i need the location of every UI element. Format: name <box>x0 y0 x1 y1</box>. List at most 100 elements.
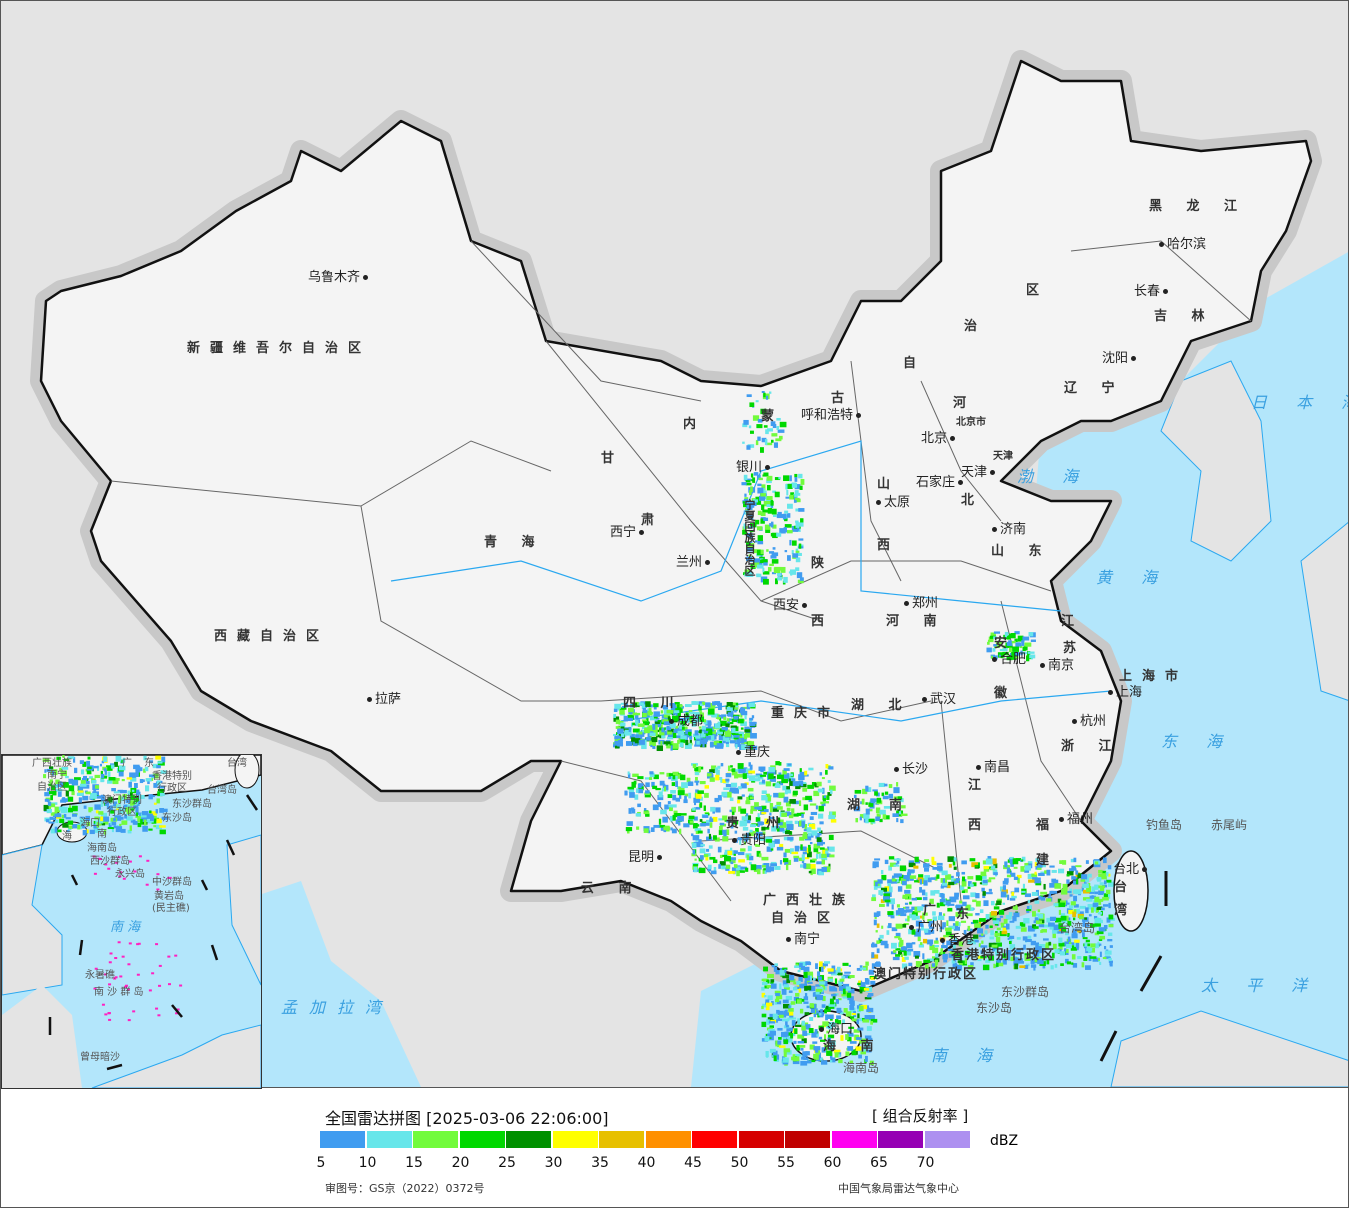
radar-echo <box>765 839 773 843</box>
radar-echo <box>1017 635 1024 642</box>
radar-echo <box>694 711 700 718</box>
province-border <box>470 240 702 402</box>
radar-echo <box>1105 889 1111 895</box>
inset-label: 澳门特别 <box>102 795 142 806</box>
radar-echo <box>658 802 662 807</box>
radar-echo <box>824 1009 827 1014</box>
radar-echo <box>1092 902 1099 908</box>
inset-radar-echo <box>66 829 70 833</box>
radar-echo <box>805 979 811 984</box>
radar-echo <box>849 1029 852 1032</box>
radar-echo <box>653 711 660 717</box>
province-label: 安 <box>994 636 1017 651</box>
radar-echo <box>795 520 799 523</box>
radar-echo <box>779 983 782 990</box>
radar-echo <box>883 893 891 899</box>
radar-echo <box>761 811 767 815</box>
radar-echo <box>810 811 818 816</box>
label-text: 渤 海 <box>1017 467 1091 486</box>
radar-echo <box>766 1019 770 1025</box>
inset-label: 自治区 <box>37 782 67 793</box>
radar-echo <box>898 937 902 940</box>
radar-echo <box>1021 856 1026 862</box>
radar-echo <box>879 818 883 823</box>
radar-echo <box>996 958 1002 963</box>
reef-marker <box>93 987 97 990</box>
radar-echo <box>685 718 689 724</box>
inset-radar-echo <box>123 804 128 810</box>
radar-echo <box>800 846 807 852</box>
radar-echo <box>828 815 836 820</box>
radar-echo <box>723 716 727 720</box>
radar-echo <box>1062 902 1070 905</box>
radar-echo <box>1022 636 1030 641</box>
radar-echo <box>614 703 621 709</box>
radar-echo <box>817 788 824 793</box>
radar-echo <box>741 816 748 821</box>
radar-echo <box>662 705 669 710</box>
reef-marker <box>113 977 117 980</box>
radar-echo <box>772 532 778 539</box>
radar-echo <box>770 848 774 851</box>
radar-echo <box>731 768 736 773</box>
radar-echo <box>1008 647 1012 653</box>
label-text: 成都 <box>677 714 704 729</box>
radar-echo <box>737 851 745 856</box>
radar-echo <box>707 864 712 870</box>
province-label: 西 <box>811 614 834 629</box>
radar-echo <box>855 1050 858 1055</box>
radar-echo <box>779 514 783 518</box>
radar-echo <box>998 654 1001 657</box>
radar-echo <box>1085 939 1090 943</box>
radar-echo <box>1022 883 1026 889</box>
radar-echo <box>776 1054 780 1060</box>
radar-echo <box>895 954 901 957</box>
inset-radar-echo <box>49 816 54 820</box>
radar-echo <box>1021 890 1026 893</box>
radar-echo <box>681 726 685 730</box>
radar-echo <box>1102 904 1109 907</box>
inset-label: (民主礁) <box>152 903 190 914</box>
radar-echo <box>851 1049 857 1056</box>
radar-echo <box>941 880 948 886</box>
radar-echo <box>834 978 838 985</box>
inset-radar-echo <box>85 815 90 821</box>
radar-echo <box>956 872 960 877</box>
radar-echo <box>828 811 836 818</box>
radar-echo <box>773 966 778 972</box>
radar-echo <box>731 702 736 707</box>
radar-echo <box>784 510 789 514</box>
radar-echo <box>804 770 808 776</box>
inset-label: 南 <box>97 829 107 840</box>
radar-echo <box>907 869 911 875</box>
radar-echo <box>1035 920 1043 925</box>
radar-echo <box>958 922 961 927</box>
inset-radar-echo <box>51 770 55 776</box>
radar-echo <box>721 779 727 783</box>
radar-echo <box>754 775 761 778</box>
radar-echo <box>754 804 758 810</box>
radar-echo <box>645 782 650 788</box>
radar-echo <box>836 1020 842 1025</box>
radar-echo <box>727 722 734 725</box>
radar-echo <box>900 813 908 816</box>
radar-echo <box>830 1040 836 1046</box>
radar-echo <box>893 864 900 867</box>
radar-echo <box>747 741 755 746</box>
inset-radar-echo <box>143 755 147 761</box>
radar-echo <box>989 936 995 940</box>
radar-echo <box>669 741 672 748</box>
radar-echo <box>1005 923 1010 930</box>
radar-echo <box>620 702 626 705</box>
radar-echo <box>749 717 754 721</box>
radar-echo <box>730 765 733 768</box>
radar-echo <box>1039 948 1047 951</box>
radar-echo <box>783 1048 791 1053</box>
radar-echo <box>785 830 792 835</box>
radar-echo <box>786 978 790 984</box>
radar-echo <box>948 863 952 868</box>
radar-echo <box>1069 894 1073 897</box>
radar-echo <box>1071 865 1076 869</box>
radar-echo <box>923 863 930 868</box>
radar-echo <box>764 502 768 507</box>
